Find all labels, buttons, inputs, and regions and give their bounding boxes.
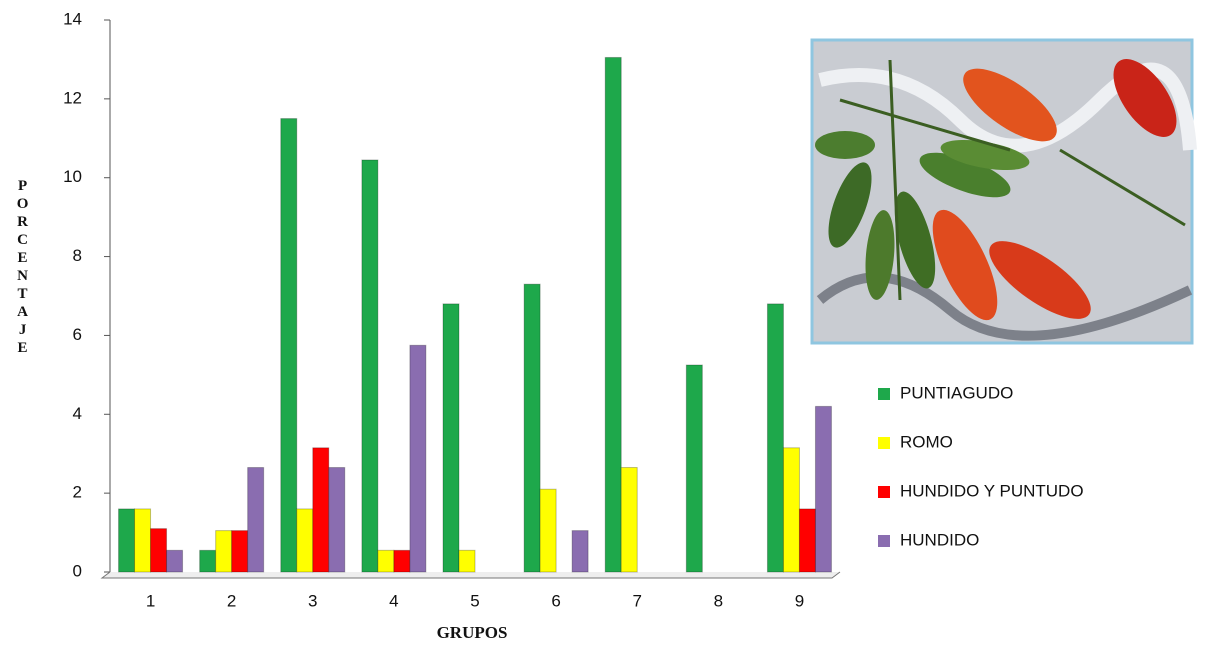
bar [200, 550, 216, 572]
y-tick-label: 0 [73, 561, 82, 580]
chart: PORCENTAJE GRUPOS 02468101214123456789PU… [0, 0, 1206, 649]
bar [362, 160, 378, 572]
bar [216, 531, 232, 572]
y-tick-label: 6 [73, 325, 82, 344]
bar [232, 531, 248, 572]
bar [135, 509, 151, 572]
pepper-photo [812, 40, 1192, 343]
bar [410, 345, 426, 572]
bar [686, 365, 702, 572]
x-tick-label: 1 [146, 591, 155, 610]
y-tick-label: 4 [73, 404, 82, 423]
legend-swatch [878, 486, 890, 498]
bar [783, 448, 799, 572]
x-tick-label: 2 [227, 591, 236, 610]
y-tick-label: 8 [73, 246, 82, 265]
bar [151, 529, 167, 572]
bar [443, 304, 459, 572]
x-tick-label: 9 [795, 591, 804, 610]
y-tick-label: 14 [63, 9, 82, 28]
x-axis-label: GRUPOS [437, 623, 508, 642]
x-tick-label: 6 [551, 591, 560, 610]
legend-swatch [878, 437, 890, 449]
bar [621, 468, 637, 572]
y-axis-label: PORCENTAJE [15, 178, 31, 358]
bar [313, 448, 329, 572]
y-tick-label: 12 [63, 88, 82, 107]
y-tick-label: 2 [73, 483, 82, 502]
bar [459, 550, 475, 572]
bar [394, 550, 410, 572]
legend-label: ROMO [900, 432, 953, 451]
legend-label: HUNDIDO Y PUNTUDO [900, 481, 1084, 500]
x-tick-label: 7 [632, 591, 641, 610]
bar [572, 531, 588, 572]
floor [102, 572, 840, 578]
bar [167, 550, 183, 572]
legend-label: PUNTIAGUDO [900, 383, 1013, 402]
bar [281, 119, 297, 572]
legend-swatch [878, 388, 890, 400]
bar [767, 304, 783, 572]
x-tick-label: 8 [714, 591, 723, 610]
bar [605, 57, 621, 572]
bar [248, 468, 264, 572]
x-tick-label: 4 [389, 591, 398, 610]
legend-label: HUNDIDO [900, 530, 979, 549]
x-tick-label: 5 [470, 591, 479, 610]
x-tick-label: 3 [308, 591, 317, 610]
y-tick-label: 10 [63, 167, 82, 186]
bar [540, 489, 556, 572]
bar [297, 509, 313, 572]
legend-swatch [878, 535, 890, 547]
bar [119, 509, 135, 572]
bar [378, 550, 394, 572]
bar [329, 468, 345, 572]
bar [815, 406, 831, 572]
bar [799, 509, 815, 572]
bar [524, 284, 540, 572]
